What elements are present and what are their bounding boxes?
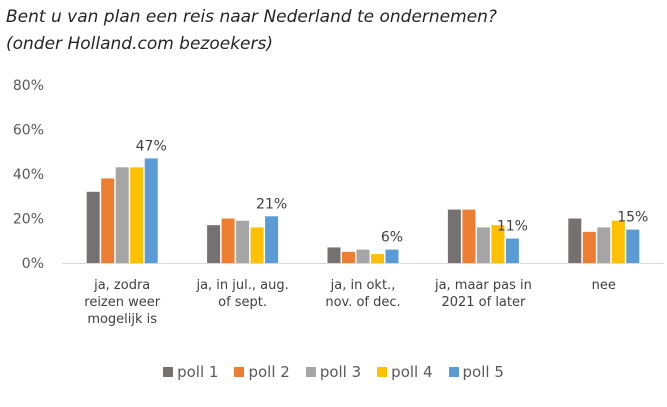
chart-legend: poll 1 poll 2 poll 3 poll 4 poll 5 [0, 363, 667, 381]
bar [476, 227, 490, 263]
legend-swatch [377, 367, 388, 377]
bar [356, 249, 370, 263]
legend-item: poll 4 [377, 363, 433, 381]
legend-label: poll 5 [462, 363, 504, 381]
category-label: nov. of dec. [325, 295, 400, 310]
bar [144, 158, 158, 263]
category-label: ja, in okt., [330, 278, 396, 293]
bar [342, 251, 355, 263]
bar [265, 216, 279, 263]
y-tick-label: 20% [13, 212, 44, 228]
legend-label: poll 4 [391, 363, 433, 381]
bar [130, 167, 144, 263]
data-label: 21% [256, 196, 287, 212]
y-tick-label: 80% [13, 78, 44, 94]
bar [491, 225, 505, 263]
category-label: mogelijk is [87, 312, 157, 327]
bar [568, 218, 582, 263]
bar [626, 229, 640, 263]
legend-label: poll 3 [319, 363, 362, 381]
category-label: ja, in jul., aug. [195, 278, 288, 293]
legend-swatch [448, 367, 459, 377]
bar [250, 227, 264, 263]
category-label: ja, zodra [93, 278, 150, 293]
chart-title-line-1: Bent u van plan een reis naar Nederland … [6, 7, 497, 27]
bar [236, 220, 250, 263]
legend-item: poll 2 [234, 363, 290, 381]
category-label: of sept. [218, 295, 267, 310]
data-label: 11% [497, 219, 528, 235]
bar [115, 167, 129, 263]
legend-swatch [305, 367, 316, 377]
bar [385, 249, 399, 263]
bar [505, 238, 519, 263]
legend-label: poll 1 [177, 363, 219, 381]
y-tick-label: 60% [13, 123, 44, 139]
bar [86, 191, 100, 263]
bar [221, 218, 235, 263]
category-label: ja, maar pas in [434, 278, 532, 293]
bar [597, 227, 611, 263]
bar [462, 209, 476, 263]
bar [327, 247, 341, 263]
legend-item: poll 5 [448, 363, 504, 381]
bar [447, 209, 461, 263]
chart-title: Bent u van plan een reis naar Nederland … [6, 4, 666, 58]
legend-item: poll 1 [163, 363, 218, 381]
bar [582, 231, 596, 263]
bar [101, 178, 115, 263]
bar [207, 225, 221, 263]
data-label: 47% [136, 138, 167, 154]
y-tick-label: 40% [13, 167, 44, 183]
legend-label: poll 2 [248, 363, 290, 381]
chart-title-line-2: (onder Holland.com bezoekers) [6, 34, 273, 54]
legend-swatch [234, 367, 245, 377]
data-label: 6% [381, 230, 403, 246]
bar-chart: 0% 20% 40% 60% 80% 47% 21% 6% 11% 15% ja, zodra rei… [13, 78, 664, 327]
legend-item: poll 3 [305, 363, 362, 381]
legend-swatch [163, 367, 174, 377]
bar [371, 254, 384, 263]
category-label: 2021 of later [441, 295, 526, 310]
bar [611, 220, 625, 263]
data-label: 15% [617, 210, 648, 226]
category-label: nee [592, 278, 616, 293]
category-label: reizen weer [84, 295, 160, 310]
y-tick-label: 0% [22, 256, 44, 272]
